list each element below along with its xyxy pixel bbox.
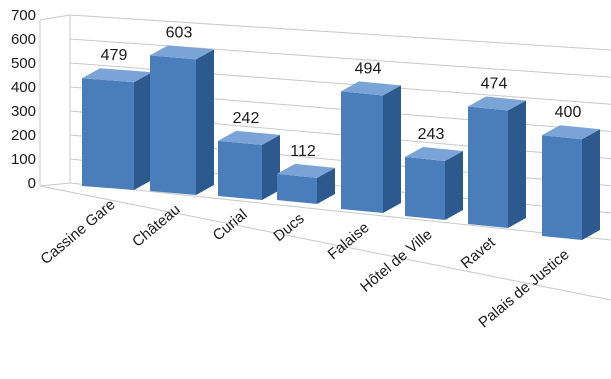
data-label: 494 <box>355 60 382 77</box>
bar-side <box>262 134 280 200</box>
gridline <box>69 182 611 241</box>
bar-front <box>277 173 317 204</box>
gridline <box>69 38 611 78</box>
data-label: 603 <box>166 24 193 41</box>
bar-top <box>542 125 600 140</box>
bar-top <box>405 146 463 161</box>
y-tick-label: 600 <box>11 31 36 48</box>
y-tick-label: 100 <box>11 151 36 168</box>
y-tick-label: 700 <box>11 7 36 24</box>
data-label: 112 <box>290 143 316 160</box>
x-tick-label: Château <box>129 201 183 250</box>
gridline <box>69 14 611 51</box>
bar-front <box>218 140 262 200</box>
bar <box>277 163 335 204</box>
y-axis: 0 100 200 300 400 500 600 700 <box>11 7 36 192</box>
y-tick-label: 400 <box>11 79 36 96</box>
bar-front <box>150 55 196 196</box>
x-tick-label: Hôtel de Ville <box>357 226 435 296</box>
bar <box>150 45 214 196</box>
bars <box>82 45 600 240</box>
bar-top <box>341 81 401 96</box>
y-tick-label: 0 <box>28 175 36 192</box>
x-tick-label: Ravet <box>458 234 500 273</box>
y-tick-label: 200 <box>11 127 36 144</box>
bar-top <box>277 163 335 178</box>
floor-edge <box>39 182 71 187</box>
bar-side <box>383 85 401 213</box>
x-tick-label: Palais de Justice <box>475 246 572 331</box>
bar-front <box>82 78 134 190</box>
bar-side <box>134 72 152 190</box>
bar-side <box>582 129 600 240</box>
y-tick-label: 500 <box>11 55 36 72</box>
bar-front <box>468 106 508 228</box>
bar-top <box>82 68 152 83</box>
data-label: 243 <box>418 126 445 143</box>
data-label: 400 <box>555 104 582 121</box>
y-tick-label: 300 <box>11 103 36 120</box>
bar-side <box>317 167 335 204</box>
floor-front-edge <box>39 185 611 301</box>
data-label: 242 <box>233 110 260 127</box>
bar-top <box>218 130 280 145</box>
bar <box>82 68 152 190</box>
bar-front <box>542 135 582 240</box>
bar <box>405 146 463 220</box>
bar-side <box>445 150 463 220</box>
bar <box>468 96 526 228</box>
bar-front <box>405 156 445 220</box>
x-tick-label: Ducs <box>270 210 307 245</box>
bar-top <box>468 96 526 111</box>
bar <box>341 81 401 213</box>
data-labels: 479 603 242 112 494 243 474 400 <box>101 24 582 160</box>
data-label: 474 <box>481 75 508 92</box>
bar-front <box>341 91 383 213</box>
side-plane-top <box>39 14 71 21</box>
bar-side <box>508 100 526 228</box>
x-tick-label: Curial <box>210 206 251 244</box>
bar-top <box>150 45 214 60</box>
data-label: 479 <box>101 47 128 64</box>
bar <box>218 130 280 200</box>
bar <box>542 125 600 240</box>
bar-side <box>196 49 214 196</box>
x-tick-label: Cassine Gare <box>37 196 118 268</box>
x-tick-label: Falaise <box>325 219 373 263</box>
